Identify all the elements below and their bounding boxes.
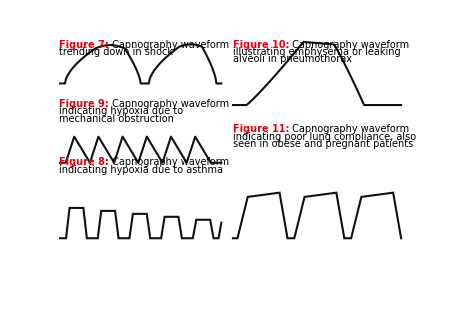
Text: Capnography waveform: Capnography waveform (109, 157, 230, 167)
Text: trending down in shock: trending down in shock (59, 47, 173, 57)
Text: Figure 7:: Figure 7: (59, 40, 109, 49)
Text: mechanical obstruction: mechanical obstruction (59, 114, 174, 124)
Text: Capnography waveform: Capnography waveform (289, 124, 410, 134)
Text: Figure 8:: Figure 8: (59, 157, 109, 167)
Text: seen in obese and pregnant patients: seen in obese and pregnant patients (233, 139, 413, 149)
Text: indicating poor lung compliance, also: indicating poor lung compliance, also (233, 132, 416, 142)
Text: Figure 10:: Figure 10: (233, 40, 289, 49)
Text: Capnography waveform: Capnography waveform (289, 40, 410, 49)
Text: Capnography waveform: Capnography waveform (109, 99, 229, 109)
Text: Figure 11:: Figure 11: (233, 124, 289, 134)
Text: indicating hypoxia due to asthma: indicating hypoxia due to asthma (59, 165, 223, 175)
Text: indicating hypoxia due to: indicating hypoxia due to (59, 106, 184, 116)
Text: Figure 9:: Figure 9: (59, 99, 109, 109)
Text: illustrating emphysema or leaking: illustrating emphysema or leaking (233, 47, 400, 57)
Text: Capnography waveform: Capnography waveform (109, 40, 229, 49)
Text: alveoli in pneumothorax: alveoli in pneumothorax (233, 55, 352, 64)
